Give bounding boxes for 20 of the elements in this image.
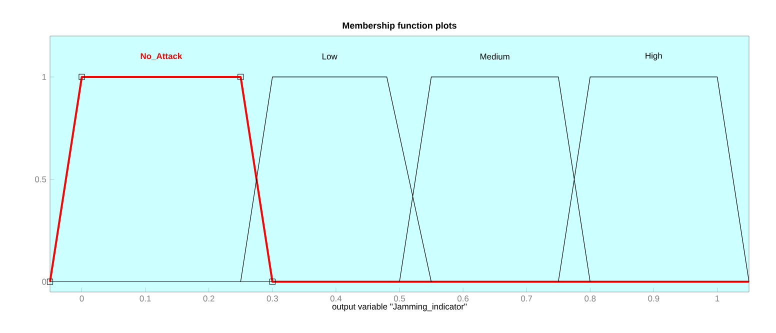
x-axis-title: output variable "Jamming_indicator" <box>332 303 467 312</box>
x-tick-label: 1 <box>716 296 720 302</box>
x-tick-label: 0.5 <box>394 296 406 302</box>
x-tick-label: 0.8 <box>584 296 596 302</box>
series-label: No_Attack <box>140 52 182 60</box>
y-tick-label: 0 <box>42 278 46 285</box>
x-tick-label: 0.6 <box>457 296 469 302</box>
x-tick-label: 0.7 <box>521 296 532 302</box>
text: Medium <box>480 53 510 60</box>
x-tick-label: 0.4 <box>330 296 342 302</box>
series-label: High <box>646 52 662 60</box>
text: Low <box>322 54 338 60</box>
x-tick-label: 0.2 <box>203 296 214 302</box>
chart-title: Membership function plots <box>342 22 456 30</box>
x-tick-label: 0 <box>80 296 84 302</box>
x-tick-label: 0.9 <box>648 296 660 302</box>
y-tick-label: 1 <box>42 74 46 80</box>
x-tick-label: 0.1 <box>140 296 151 302</box>
y-tick-label: 0.5 <box>35 176 46 182</box>
x-tick-label: 0.3 <box>266 296 278 302</box>
